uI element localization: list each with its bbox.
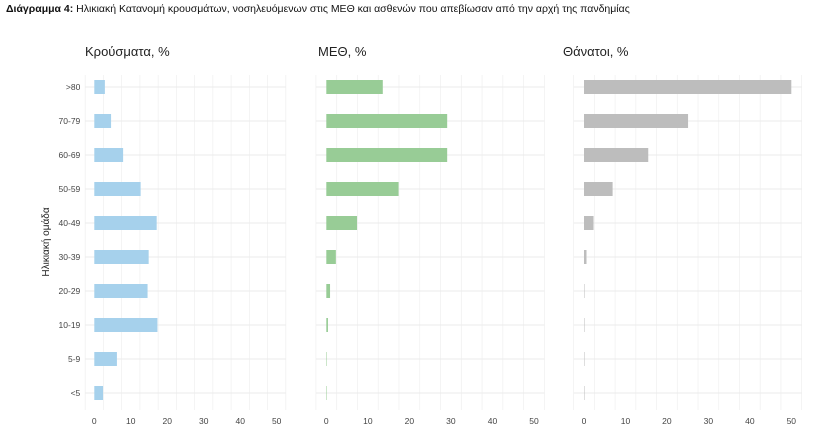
- panel-title: ΜΕΘ, %: [318, 44, 367, 59]
- bar-10-19: [94, 318, 158, 332]
- x-tick-label: 50: [272, 416, 282, 426]
- x-tick-label: 0: [92, 416, 97, 426]
- bar-30-39: [94, 250, 149, 264]
- x-tick-label: 50: [787, 416, 797, 426]
- bar-5-9: [584, 352, 585, 366]
- y-tick-label: <5: [71, 388, 81, 398]
- x-tick-label: 10: [621, 416, 631, 426]
- x-tick-label: 10: [363, 416, 373, 426]
- bar-70-79: [94, 114, 112, 128]
- caption-text: Ηλικιακή Κατανομή κρουσμάτων, νοσηλευόμε…: [73, 3, 630, 15]
- x-tick-label: 40: [488, 416, 498, 426]
- bar-20-29: [326, 284, 331, 298]
- x-tick-label: 40: [235, 416, 245, 426]
- bar-5-9: [326, 352, 327, 366]
- bar-70-79: [584, 114, 689, 128]
- bar-20-29: [94, 284, 148, 298]
- y-tick-label: 40-49: [59, 218, 81, 228]
- panel-1: >80 70-79 60-69 50-59 40-49 30-39 20-29 10-19 5-…: [40, 44, 287, 426]
- bar-<5: [94, 386, 104, 400]
- bar-40-49: [326, 216, 358, 230]
- bar-10-19: [584, 318, 585, 332]
- x-tick-label: 50: [529, 416, 539, 426]
- figure-caption: Διάγραμμα 4: Ηλικιακή Κατανομή κρουσμάτω…: [6, 3, 630, 15]
- x-tick-label: 0: [582, 416, 587, 426]
- panel-title: Θάνατοι, %: [563, 44, 629, 59]
- bar-60-69: [584, 148, 649, 162]
- x-tick-label: 30: [704, 416, 714, 426]
- x-tick-label: 20: [163, 416, 173, 426]
- y-tick-label: 70-79: [59, 116, 81, 126]
- y-tick-label: 5-9: [68, 354, 81, 364]
- bar->80: [94, 80, 105, 94]
- bar-60-69: [326, 148, 448, 162]
- bar-<5: [326, 386, 327, 400]
- bar-20-29: [584, 284, 585, 298]
- bar-50-59: [584, 182, 613, 196]
- bar->80: [326, 80, 383, 94]
- panel-title: Κρούσματα, %: [85, 44, 170, 59]
- x-tick-label: 20: [662, 416, 672, 426]
- y-tick-label: 60-69: [59, 150, 81, 160]
- bar-50-59: [326, 182, 399, 196]
- bar-30-39: [326, 250, 336, 264]
- x-tick-label: 40: [745, 416, 755, 426]
- y-tick-label: >80: [66, 82, 81, 92]
- bar-<5: [584, 386, 585, 400]
- bar-10-19: [326, 318, 328, 332]
- bar-40-49: [584, 216, 594, 230]
- y-axis-title: Ηλικιακή ομάδα: [40, 207, 52, 276]
- panel-3: 0 10 20 30 40 50 Θάνατοι, %: [563, 44, 803, 426]
- panel-2: 0 10 20 30 40 50 ΜΕΘ, %: [315, 44, 545, 426]
- x-tick-label: 20: [405, 416, 415, 426]
- x-tick-label: 0: [324, 416, 329, 426]
- bar->80: [584, 80, 792, 94]
- caption-label: Διάγραμμα 4:: [6, 3, 74, 15]
- y-tick-label: 10-19: [59, 320, 81, 330]
- bar-30-39: [584, 250, 587, 264]
- x-tick-label: 10: [126, 416, 136, 426]
- bar-50-59: [94, 182, 141, 196]
- y-tick-label: 30-39: [59, 252, 81, 262]
- x-tick-label: 30: [446, 416, 456, 426]
- y-tick-label: 50-59: [59, 184, 81, 194]
- bar-5-9: [94, 352, 117, 366]
- bar-40-49: [94, 216, 157, 230]
- y-tick-label: 20-29: [59, 286, 81, 296]
- x-tick-label: 30: [199, 416, 209, 426]
- bar-60-69: [94, 148, 124, 162]
- bar-70-79: [326, 114, 448, 128]
